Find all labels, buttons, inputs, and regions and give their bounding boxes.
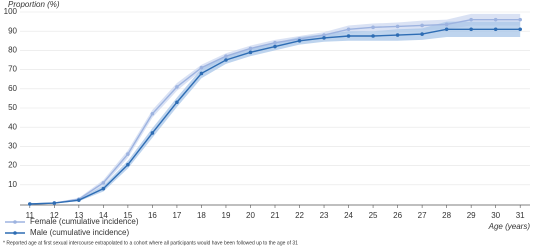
data-point xyxy=(346,27,351,32)
data-point xyxy=(493,17,498,22)
x-tick-label: 27 xyxy=(418,211,427,220)
data-point xyxy=(101,181,106,185)
x-tick-label: 13 xyxy=(74,211,83,220)
x-axis-label: Age (years) xyxy=(488,222,531,231)
confidence-band xyxy=(29,21,521,204)
y-tick-label: 60 xyxy=(8,84,17,93)
x-tick-label: 25 xyxy=(369,211,378,220)
data-point xyxy=(297,39,302,43)
data-point xyxy=(199,71,204,76)
data-point xyxy=(493,27,498,32)
legend-label: Female (cumulative incidence) xyxy=(30,217,139,226)
data-point xyxy=(101,186,106,191)
data-point xyxy=(444,27,449,32)
data-point xyxy=(248,46,253,51)
data-point xyxy=(273,40,277,45)
data-point xyxy=(395,33,400,37)
x-tick-label: 20 xyxy=(246,211,255,220)
x-tick-label: 26 xyxy=(393,211,402,220)
x-tick-label: 21 xyxy=(271,211,280,220)
data-point xyxy=(469,17,473,22)
data-point xyxy=(175,85,179,89)
x-tick-label: 22 xyxy=(295,211,304,220)
legend-marker xyxy=(13,231,17,235)
y-tick-label: 30 xyxy=(8,142,17,151)
x-tick-label: 15 xyxy=(123,211,132,220)
data-point xyxy=(248,50,253,55)
data-point xyxy=(371,25,375,30)
y-tick-label: 80 xyxy=(8,46,17,55)
data-point xyxy=(420,23,424,28)
x-tick-label: 29 xyxy=(467,211,476,220)
x-tick-label: 12 xyxy=(50,211,59,220)
x-tick-label: 24 xyxy=(344,211,353,220)
data-point xyxy=(224,54,228,58)
data-point xyxy=(126,162,130,167)
y-tick-label: 70 xyxy=(8,65,17,74)
x-tick-label: 28 xyxy=(442,211,451,220)
data-point xyxy=(126,152,130,156)
data-point xyxy=(175,100,179,105)
data-point xyxy=(322,36,326,40)
data-point xyxy=(469,27,473,32)
data-point xyxy=(28,202,32,206)
data-point xyxy=(395,24,400,29)
data-point xyxy=(518,27,522,32)
x-tick-label: 18 xyxy=(197,211,206,220)
y-tick-label: 40 xyxy=(8,122,17,131)
data-point xyxy=(150,111,155,116)
data-point xyxy=(273,44,277,49)
x-tick-label: 23 xyxy=(320,211,329,220)
y-tick-label: 50 xyxy=(8,103,17,112)
x-tick-label: 19 xyxy=(222,211,231,220)
y-tick-label: 90 xyxy=(8,26,17,35)
x-tick-label: 31 xyxy=(516,211,525,220)
y-tick-label: 20 xyxy=(8,161,17,170)
data-point xyxy=(52,201,57,205)
x-tick-label: 30 xyxy=(491,211,500,220)
footnote: * Reported age at first sexual intercour… xyxy=(3,240,298,246)
data-point xyxy=(224,58,228,62)
data-point xyxy=(77,198,81,202)
x-tick-label: 14 xyxy=(99,211,108,220)
legend-label: Male (cumulative incidence) xyxy=(30,228,129,237)
y-tick-label: 100 xyxy=(4,7,18,16)
y-axis-label: Proportion (%) xyxy=(8,0,60,9)
data-point xyxy=(322,33,326,37)
data-point xyxy=(420,32,424,36)
data-point xyxy=(150,131,155,135)
data-point xyxy=(346,34,351,38)
data-point xyxy=(444,22,449,27)
data-point xyxy=(518,17,522,22)
y-tick-label: 10 xyxy=(8,180,17,189)
x-tick-label: 11 xyxy=(26,211,35,220)
x-tick-label: 16 xyxy=(148,211,157,220)
x-tick-label: 17 xyxy=(172,211,181,220)
data-point xyxy=(199,65,204,70)
series-line xyxy=(29,28,521,205)
data-point xyxy=(371,34,375,38)
legend-marker xyxy=(13,220,17,224)
